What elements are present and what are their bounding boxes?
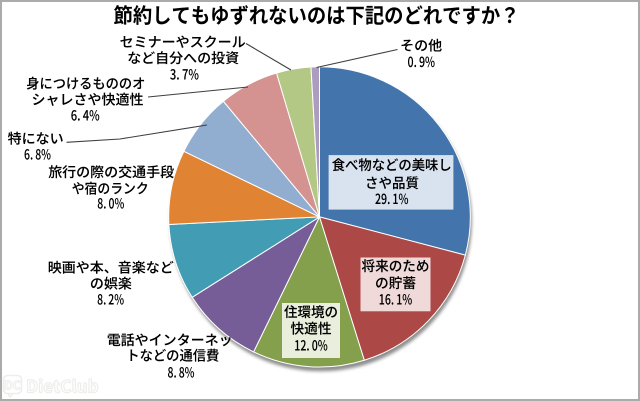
svg-text:29. 1%: 29. 1%	[375, 189, 409, 209]
svg-text:0. 9%: 0. 9%	[408, 52, 436, 72]
svg-text:住環境の: 住環境の	[284, 302, 338, 322]
svg-text:食べ物などの美味し: 食べ物などの美味し	[332, 155, 452, 175]
svg-text:6. 4%: 6. 4%	[71, 106, 100, 126]
svg-text:の娯楽: の娯楽	[90, 274, 132, 294]
svg-text:身につけるもののオ: 身につけるもののオ	[26, 73, 145, 93]
svg-text:DC: DC	[4, 377, 21, 394]
svg-text:8. 2%: 8. 2%	[97, 289, 124, 309]
svg-text:将来のため: 将来のため	[362, 256, 430, 276]
svg-text:電話やインターネッ: 電話やインターネッ	[107, 330, 233, 350]
svg-text:その他: その他	[400, 36, 442, 56]
svg-text:快適性: 快適性	[291, 319, 332, 339]
svg-text:トなどの通信費: トなどの通信費	[126, 345, 219, 365]
svg-text:8. 0%: 8. 0%	[97, 194, 124, 214]
svg-text:16. 1%: 16. 1%	[379, 289, 413, 309]
svg-text:特にない: 特にない	[8, 128, 64, 148]
svg-text:の貯蓄: の貯蓄	[375, 273, 416, 293]
svg-text:さや品質: さや品質	[365, 173, 419, 193]
svg-text:旅行の際の交通手段: 旅行の際の交通手段	[48, 162, 174, 182]
svg-text:など自分への投資: など自分への投資	[127, 48, 239, 68]
svg-text:6. 8%: 6. 8%	[24, 145, 51, 165]
svg-text:DietClub: DietClub	[26, 373, 99, 398]
svg-text:や宿のランク: や宿のランク	[72, 178, 149, 198]
svg-text:セミナーやスクール: セミナーやスクール	[120, 32, 246, 52]
svg-text:12. 0%: 12. 0%	[294, 336, 328, 356]
svg-text:映画や本、音楽など: 映画や本、音楽など	[48, 257, 174, 277]
svg-text:シャレさや快適性: シャレさや快適性	[32, 90, 144, 110]
svg-text:節約してもゆずれないのは下記のどれですか？: 節約してもゆずれないのは下記のどれですか？	[114, 0, 520, 30]
svg-text:8. 8%: 8. 8%	[168, 363, 195, 383]
svg-text:3. 7%: 3. 7%	[170, 65, 199, 85]
